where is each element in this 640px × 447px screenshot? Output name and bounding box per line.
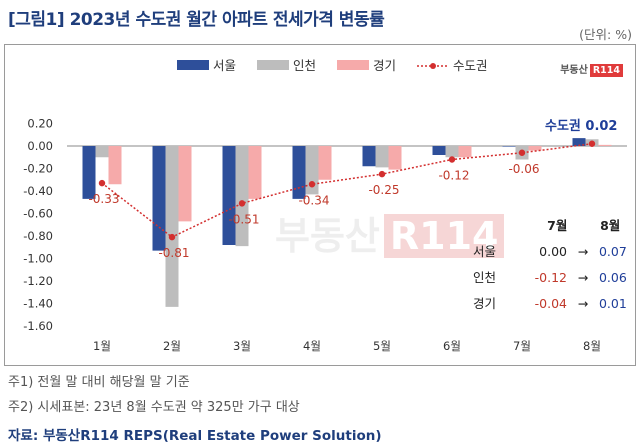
data-label-5월: -0.25	[368, 183, 399, 197]
watermark-badge: R114	[383, 214, 505, 258]
bar-서울-4월	[292, 146, 306, 199]
bar-경기-5월	[388, 146, 402, 170]
logo-badge: R114	[589, 64, 623, 77]
summary-row-label: 서울	[473, 244, 497, 259]
legend-marker-수도권	[430, 63, 436, 69]
point-수도권-1월	[98, 179, 106, 187]
bar-인천-4월	[305, 146, 319, 195]
arrow-icon: →	[577, 244, 589, 259]
summary-row-incheon: 인천 -0.12 → 0.06	[473, 265, 640, 291]
x-tick-label: 7월	[513, 339, 531, 353]
point-수도권-4월	[308, 181, 316, 188]
summary-value-aug: 0.06	[598, 270, 627, 285]
legend-label-수도권: 수도권	[453, 58, 488, 73]
legend-swatch-서울	[177, 60, 209, 70]
figure-title: [그림1] 2023년 수도권 월간 아파트 전세가격 변동률	[8, 10, 385, 30]
legend-label-경기: 경기	[373, 58, 396, 73]
summary-row-label: 경기	[473, 296, 497, 311]
bar-서울-2월	[152, 146, 166, 251]
arrow-icon: →	[577, 296, 589, 311]
summary-row-gyeonggi: 경기 -0.04 → 0.01	[473, 291, 640, 317]
y-tick-label: -0.80	[23, 229, 53, 243]
bar-경기-2월	[178, 146, 192, 222]
bar-경기-3월	[248, 146, 262, 199]
logo-text: 부동산	[560, 65, 588, 76]
summary-value-july: -0.12	[534, 270, 567, 285]
x-tick-label: 4월	[303, 339, 321, 353]
bar-서울-1월	[82, 146, 96, 199]
legend-label-인천: 인천	[293, 58, 316, 73]
x-tick-label: 6월	[443, 339, 461, 353]
legend-swatch-인천	[257, 60, 289, 70]
chart-svg: 0.20 0.00 -0.20 -0.40 -0.60 -0.80 -1.00 -1.20 -1…	[23, 58, 627, 353]
y-tick-label: -0.40	[23, 184, 53, 198]
bar-서울-8월	[572, 138, 586, 146]
bar-인천-5월	[375, 146, 389, 168]
y-tick-label: 0.20	[27, 117, 53, 131]
bar-서울-6월	[432, 146, 446, 155]
bar-인천-6월	[445, 146, 459, 158]
bar-경기-6월	[458, 146, 472, 158]
watermark-text: 부동산	[275, 214, 380, 258]
watermark: 부동산 R114	[275, 205, 505, 260]
point-수도권-3월	[238, 200, 246, 207]
bar-경기-4월	[318, 146, 332, 180]
y-tick-label: -0.20	[23, 162, 53, 176]
bar-경기-8월	[598, 144, 612, 146]
data-label-1월: -0.33	[88, 192, 119, 206]
summary-value-aug: 0.07	[598, 244, 627, 259]
summary-table-header: 7월 8월	[473, 213, 640, 239]
bar-인천-3월	[235, 146, 249, 247]
metro-callout: 수도권 0.02	[545, 119, 618, 134]
x-tick-label: 5월	[373, 339, 391, 353]
summary-row-label: 인천	[473, 270, 497, 285]
footnote-2: 주2) 시세표본: 23년 8월 수도권 약 325만 가구 대상	[8, 400, 300, 415]
x-tick-label: 8월	[583, 339, 601, 353]
unit-label: (단위: %)	[579, 27, 632, 42]
source-text: 자료: 부동산R114 REPS(Real Estate Power Solut…	[8, 428, 382, 444]
y-tick-label: -1.40	[23, 297, 53, 311]
summary-value-july: -0.04	[534, 296, 567, 311]
data-label-4월: -0.34	[298, 193, 329, 207]
y-tick-label: -1.00	[23, 252, 53, 266]
data-label-6월: -0.12	[438, 169, 469, 183]
y-tick-label: 0.00	[27, 139, 53, 153]
summary-table: 7월 8월 서울 0.00 → 0.07 인천 -0.12 → 0.06 경기 …	[473, 213, 640, 317]
summary-value-aug: 0.01	[598, 296, 627, 311]
point-수도권-6월	[448, 156, 456, 163]
footnote-1: 주1) 전월 말 대비 해당월 말 기준	[8, 375, 190, 390]
summary-value-july: 0.00	[539, 244, 567, 259]
bar-경기-1월	[108, 146, 122, 185]
legend-label-서울: 서울	[213, 58, 236, 73]
x-tick-label: 2월	[163, 339, 181, 353]
point-수도권-7월	[518, 149, 526, 156]
point-수도권-5월	[378, 170, 386, 178]
bar-서울-5월	[362, 146, 376, 167]
summary-row-seoul: 서울 0.00 → 0.07	[473, 239, 640, 265]
bar-인천-2월	[165, 146, 179, 307]
point-수도권-2월	[168, 233, 176, 241]
line-수도권	[101, 143, 593, 239]
y-tick-label: -0.60	[23, 207, 53, 221]
bar-인천-1월	[95, 146, 109, 158]
bar-서울-7월	[502, 146, 516, 147]
data-label-7월: -0.06	[508, 162, 539, 176]
chart-frame: 0.20 0.00 -0.20 -0.40 -0.60 -0.80 -1.00 -1.20 -1…	[4, 44, 636, 366]
summary-col-july: 7월	[547, 218, 568, 233]
summary-col-aug: 8월	[600, 218, 621, 233]
legend-swatch-경기	[337, 60, 369, 70]
data-label-2월: -0.81	[158, 246, 189, 260]
point-수도권-8월	[588, 140, 596, 147]
x-tick-label: 3월	[233, 339, 251, 353]
arrow-icon: →	[577, 270, 589, 285]
brand-logo: 부동산 R114	[560, 61, 623, 77]
bar-서울-3월	[222, 146, 236, 245]
y-tick-label: -1.20	[23, 274, 53, 288]
bar-경기-7월	[528, 146, 542, 151]
data-label-3월: -0.51	[228, 212, 259, 226]
x-tick-label: 1월	[93, 339, 111, 353]
y-tick-label: -1.60	[23, 319, 53, 333]
